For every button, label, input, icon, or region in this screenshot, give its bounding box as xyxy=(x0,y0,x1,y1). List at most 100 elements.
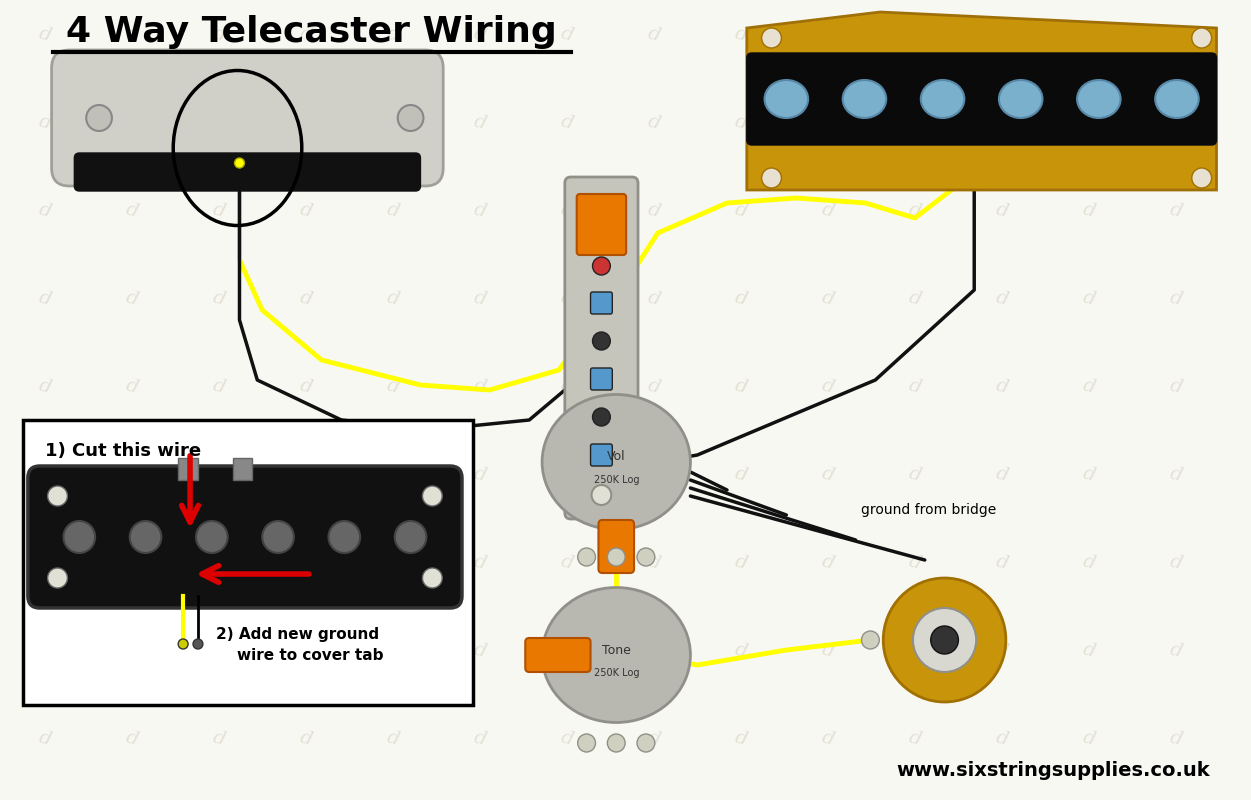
Text: d: d xyxy=(1081,729,1097,750)
Text: d: d xyxy=(558,465,575,486)
Text: d: d xyxy=(124,113,140,134)
Text: d: d xyxy=(907,465,923,486)
Text: d: d xyxy=(819,289,836,310)
Text: d: d xyxy=(472,289,488,310)
Text: 1) Cut this wire: 1) Cut this wire xyxy=(45,442,201,460)
Circle shape xyxy=(234,158,244,168)
FancyBboxPatch shape xyxy=(590,368,612,390)
Text: d: d xyxy=(733,25,749,46)
Text: d: d xyxy=(472,465,488,486)
Text: d: d xyxy=(907,729,923,750)
Text: d: d xyxy=(1081,201,1097,222)
Text: d: d xyxy=(1167,25,1185,46)
Circle shape xyxy=(637,734,654,752)
Bar xyxy=(233,458,253,480)
Bar xyxy=(178,458,198,480)
Text: d: d xyxy=(993,377,1011,398)
Text: d: d xyxy=(36,201,53,222)
Text: d: d xyxy=(124,377,140,398)
Text: d: d xyxy=(472,377,488,398)
Text: d: d xyxy=(733,465,749,486)
Circle shape xyxy=(178,639,188,649)
Circle shape xyxy=(578,734,595,752)
Circle shape xyxy=(593,332,610,350)
Text: d: d xyxy=(1081,25,1097,46)
Ellipse shape xyxy=(395,521,427,553)
Text: d: d xyxy=(819,729,836,750)
Ellipse shape xyxy=(263,521,294,553)
Text: d: d xyxy=(558,377,575,398)
Text: d: d xyxy=(36,465,53,486)
Circle shape xyxy=(913,608,976,672)
Text: d: d xyxy=(384,113,402,134)
Ellipse shape xyxy=(921,80,965,118)
Text: d: d xyxy=(1167,465,1185,486)
Text: d: d xyxy=(384,201,402,222)
Text: d: d xyxy=(298,553,314,574)
Ellipse shape xyxy=(542,394,691,530)
Text: d: d xyxy=(993,113,1011,134)
FancyBboxPatch shape xyxy=(28,466,462,608)
Text: d: d xyxy=(733,377,749,398)
Text: d: d xyxy=(384,289,402,310)
Text: d: d xyxy=(124,25,140,46)
Text: d: d xyxy=(1081,553,1097,574)
Text: d: d xyxy=(1167,553,1185,574)
Text: d: d xyxy=(210,465,228,486)
Ellipse shape xyxy=(196,521,228,553)
Text: d: d xyxy=(298,641,314,662)
Polygon shape xyxy=(747,12,1216,190)
Text: d: d xyxy=(472,113,488,134)
Text: d: d xyxy=(210,641,228,662)
Ellipse shape xyxy=(64,521,95,553)
Text: d: d xyxy=(124,553,140,574)
FancyBboxPatch shape xyxy=(590,292,612,314)
Text: d: d xyxy=(558,113,575,134)
Ellipse shape xyxy=(130,521,161,553)
Text: d: d xyxy=(124,289,140,310)
Text: d: d xyxy=(907,553,923,574)
Text: d: d xyxy=(1167,729,1185,750)
Text: d: d xyxy=(210,289,228,310)
FancyBboxPatch shape xyxy=(51,50,443,186)
Text: d: d xyxy=(36,641,53,662)
Text: d: d xyxy=(124,465,140,486)
Text: d: d xyxy=(384,729,402,750)
Text: d: d xyxy=(384,25,402,46)
Text: d: d xyxy=(210,25,228,46)
Text: d: d xyxy=(36,729,53,750)
Text: d: d xyxy=(819,553,836,574)
Text: d: d xyxy=(993,641,1011,662)
Text: d: d xyxy=(298,201,314,222)
Circle shape xyxy=(762,28,782,48)
Text: d: d xyxy=(36,113,53,134)
Text: d: d xyxy=(1081,113,1097,134)
Text: 250K Log: 250K Log xyxy=(593,475,639,485)
Text: d: d xyxy=(1167,113,1185,134)
FancyBboxPatch shape xyxy=(747,53,1216,145)
Ellipse shape xyxy=(843,80,886,118)
Circle shape xyxy=(423,568,442,588)
Text: d: d xyxy=(1081,465,1097,486)
Text: d: d xyxy=(907,289,923,310)
Text: d: d xyxy=(646,553,662,574)
Text: d: d xyxy=(1081,377,1097,398)
Text: d: d xyxy=(993,553,1011,574)
Ellipse shape xyxy=(764,80,808,118)
Text: d: d xyxy=(36,553,53,574)
Circle shape xyxy=(607,548,626,566)
Text: d: d xyxy=(907,641,923,662)
Ellipse shape xyxy=(329,521,360,553)
Text: d: d xyxy=(36,289,53,310)
Text: d: d xyxy=(646,465,662,486)
Circle shape xyxy=(607,734,626,752)
Text: d: d xyxy=(472,201,488,222)
Text: d: d xyxy=(384,553,402,574)
Text: d: d xyxy=(646,113,662,134)
Circle shape xyxy=(1192,168,1211,188)
Text: d: d xyxy=(558,25,575,46)
Circle shape xyxy=(592,485,612,505)
Circle shape xyxy=(86,105,111,131)
Text: d: d xyxy=(819,641,836,662)
Text: d: d xyxy=(733,553,749,574)
